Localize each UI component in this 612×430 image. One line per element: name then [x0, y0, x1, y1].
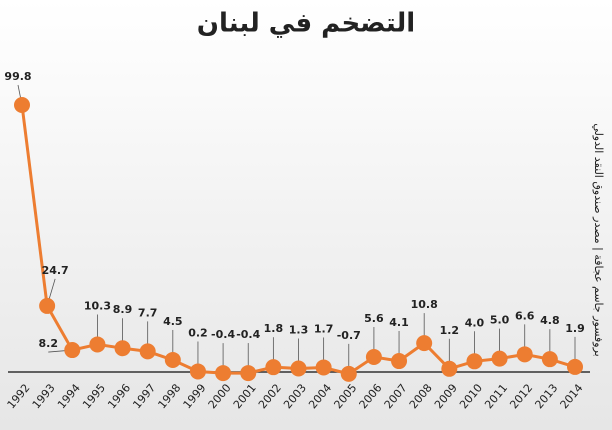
marker [114, 340, 131, 357]
marker [164, 351, 181, 368]
marker [290, 360, 307, 377]
x-tick-label: 2000 [206, 382, 234, 412]
marker [240, 365, 257, 382]
data-label: 7.7 [138, 306, 158, 319]
data-label: -0.4 [236, 328, 260, 341]
x-tick-label: 1997 [130, 382, 158, 412]
data-label: 1.8 [264, 322, 284, 335]
x-tick-label: 2001 [231, 382, 259, 412]
data-label: 6.6 [515, 309, 535, 322]
data-label: 10.8 [411, 298, 438, 311]
x-tick-label: 2011 [482, 382, 510, 412]
data-label: 5.0 [490, 314, 510, 327]
marker [215, 365, 232, 382]
x-tick-label: 2007 [382, 382, 410, 412]
data-label: 5.6 [364, 312, 384, 325]
x-tick-label: 1996 [105, 382, 133, 412]
marker [516, 346, 533, 363]
x-tick-label: 1998 [155, 382, 183, 412]
x-tick-label: 2003 [281, 382, 309, 412]
data-label: -0.4 [211, 328, 235, 341]
marker [416, 335, 433, 352]
data-label: 4.1 [389, 316, 409, 329]
marker [14, 97, 30, 113]
x-tick-label: 1994 [55, 382, 83, 412]
data-label: 4.0 [465, 316, 485, 329]
x-tick-label: 1999 [181, 382, 209, 412]
x-tick-label: 2005 [331, 382, 359, 412]
data-label: 99.8 [4, 70, 31, 83]
marker [189, 363, 206, 380]
data-label: 1.3 [289, 324, 309, 337]
marker [139, 343, 156, 360]
marker [89, 336, 106, 353]
marker [365, 349, 382, 366]
data-label: -0.7 [337, 329, 361, 342]
x-tick-label: 1992 [5, 382, 33, 412]
chart-title: التضخم في لبنان [197, 9, 415, 39]
marker [466, 353, 483, 370]
data-label: 4.8 [540, 314, 560, 327]
source-note: بروفسور جاسم عجاقة | مصدر صندوق النقد ال… [592, 123, 605, 356]
marker [64, 342, 81, 359]
marker [491, 350, 508, 367]
x-tick-label: 1995 [80, 382, 108, 412]
data-label: 24.7 [42, 264, 69, 277]
data-label: 4.5 [163, 315, 183, 328]
data-label: 1.2 [440, 324, 460, 337]
x-tick-label: 1993 [30, 382, 58, 412]
marker [567, 358, 583, 375]
marker [441, 360, 458, 377]
marker [39, 297, 56, 314]
x-tick-label: 2009 [432, 382, 460, 412]
data-label: 8.9 [113, 303, 133, 316]
data-label: 1.7 [314, 322, 334, 335]
marker [265, 359, 282, 376]
data-label: 1.9 [565, 322, 585, 335]
x-tick-label: 2013 [533, 382, 561, 412]
x-tick-label: 2002 [256, 382, 284, 412]
x-tick-label: 2014 [558, 382, 586, 412]
x-tick-label: 2008 [407, 382, 435, 412]
marker [391, 353, 408, 370]
marker [340, 365, 357, 382]
marker [541, 351, 558, 368]
marker [315, 359, 332, 376]
x-tick-label: 2006 [357, 382, 385, 412]
x-tick-label: 2010 [457, 382, 485, 412]
data-label: 0.2 [188, 326, 208, 339]
data-label: 10.3 [84, 299, 111, 312]
data-label: 8.2 [39, 337, 59, 350]
x-tick-label: 2012 [507, 382, 535, 412]
x-tick-label: 2004 [306, 382, 334, 412]
